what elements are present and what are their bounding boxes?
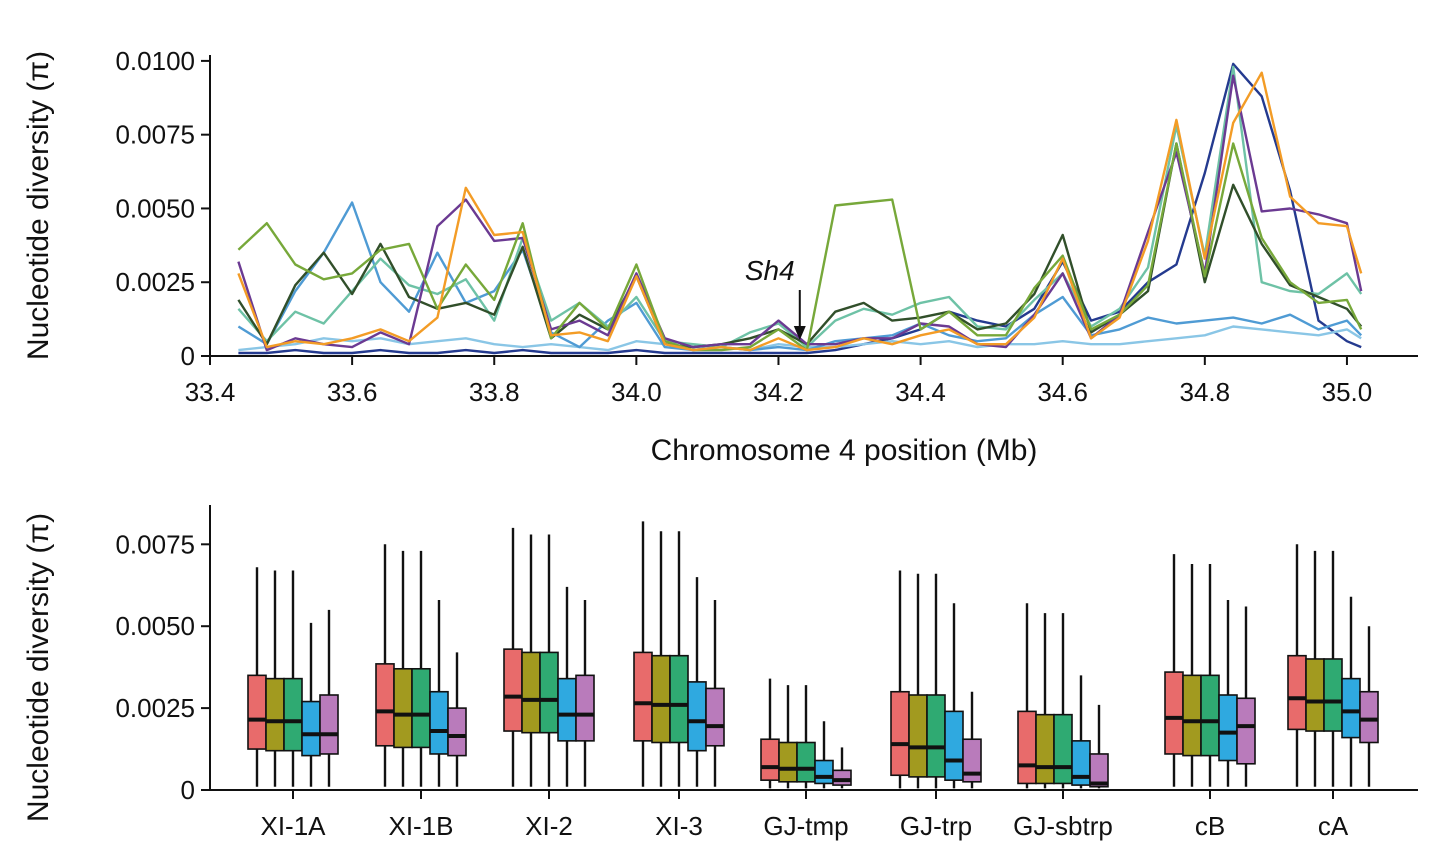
box-iqr: [539, 651, 559, 734]
box-iqr: [375, 663, 395, 747]
box-iqr: [265, 677, 285, 752]
box-iqr: [1182, 674, 1202, 757]
box-iqr: [301, 700, 321, 757]
box-iqr: [1341, 677, 1361, 739]
y-tick-label: 0.0025: [115, 267, 195, 297]
box-iqr: [669, 654, 689, 744]
box-group-GJ-trp: [890, 570, 982, 789]
x-tick-label: 34.6: [1037, 377, 1088, 407]
box-iqr: [1287, 654, 1307, 731]
box-iqr: [1359, 690, 1379, 744]
y-tick-label: 0: [181, 775, 195, 805]
box-group-GJ-tmp: [760, 678, 852, 789]
box-iqr: [429, 690, 449, 755]
box-iqr: [1218, 694, 1238, 762]
y-tick-label: 0.0050: [115, 193, 195, 223]
box-iqr: [575, 674, 595, 742]
box-group-XI-3: [633, 521, 725, 787]
box-iqr: [247, 674, 267, 750]
x-tick-label: XI-3: [655, 811, 703, 841]
x-tick-label: 34.4: [895, 377, 946, 407]
box-iqr: [1200, 674, 1220, 757]
box-iqr: [1017, 710, 1037, 785]
box-iqr: [521, 651, 541, 734]
y-tick-label: 0.0075: [115, 120, 195, 150]
series-lines: [237, 62, 1363, 355]
box-iqr: [319, 694, 339, 755]
boxplot-panel: 0 0.0025 0.0050 0.0075 XI-1A XI-1B XI-2 XI-3 GJ…: [22, 505, 1418, 841]
y-tick-label: 0.0050: [115, 611, 195, 641]
x-tick-label: GJ-tmp: [763, 811, 848, 841]
x-tick-label: 33.8: [469, 377, 520, 407]
box-iqr: [633, 651, 653, 742]
box-iqr: [1089, 753, 1109, 788]
box-iqr: [944, 710, 964, 781]
box-iqr: [814, 759, 834, 785]
x-tick-label: cB: [1195, 811, 1225, 841]
box-iqr: [832, 769, 852, 786]
x-tick-label: XI-1A: [260, 811, 326, 841]
x-tick-label: XI-2: [525, 811, 573, 841]
x-tick-label: XI-1B: [388, 811, 453, 841]
sh4-annotation-label: Sh4: [745, 255, 795, 286]
box-iqr: [1236, 697, 1256, 765]
x-tick-label: 34.2: [753, 377, 804, 407]
x-tick-label: GJ-trp: [900, 811, 972, 841]
line-chart-panel: 0 0.0025 0.0050 0.0075 0.0100 33.4 33.6 33.8 34…: [22, 46, 1418, 467]
box-iqr: [1035, 713, 1055, 785]
y-tick-label: 0.0100: [115, 46, 195, 76]
box-iqr: [687, 681, 707, 752]
box-group-cB: [1164, 554, 1256, 787]
box-iqr: [447, 707, 467, 757]
x-ticks: 33.4 33.6 33.8 34.0 34.2 34.4 34.6 34.8 35.0: [185, 356, 1373, 407]
x-tick-label: cA: [1318, 811, 1349, 841]
box-group-XI-1B: [375, 544, 467, 787]
box-iqr: [1305, 658, 1325, 732]
box-iqr: [411, 667, 431, 749]
y-ticks: 0 0.0025 0.0050 0.0075 0.0100: [115, 46, 210, 371]
box-iqr: [651, 654, 671, 744]
y-axis-title-bottom: Nucleotide diversity (π): [22, 513, 55, 822]
x-tick-label: 34.8: [1180, 377, 1231, 407]
box-iqr: [705, 687, 725, 747]
box-iqr: [283, 677, 303, 752]
series-line-1: [238, 62, 1362, 355]
box-iqr: [760, 738, 780, 781]
x-axis-title: Chromosome 4 position (Mb): [651, 434, 1038, 467]
y-axis-title: Nucleotide diversity (π): [22, 51, 55, 360]
box-iqr: [796, 741, 816, 783]
box-iqr: [557, 677, 577, 742]
box-group-XI-2: [503, 527, 595, 787]
box-iqr: [908, 694, 928, 778]
x-tick-label: 33.4: [185, 377, 236, 407]
box-group-cA: [1287, 544, 1379, 787]
y-ticks-bottom: 0 0.0025 0.0050 0.0075: [115, 529, 210, 805]
box-iqr: [1164, 671, 1184, 755]
box-iqr: [1323, 658, 1343, 732]
x-tick-label: 34.0: [611, 377, 662, 407]
box-iqr: [778, 741, 798, 783]
x-tick-label: 35.0: [1322, 377, 1373, 407]
x-ticks-bottom: XI-1A XI-1B XI-2 XI-3 GJ-tmp GJ-trp GJ-sbtrp cB…: [260, 790, 1349, 841]
box-iqr: [393, 667, 413, 749]
sh4-arrow-head: [793, 326, 806, 340]
box-iqr: [962, 738, 982, 783]
y-tick-label: 0.0075: [115, 529, 195, 559]
box-iqr: [890, 690, 910, 777]
x-tick-label: GJ-sbtrp: [1013, 811, 1113, 841]
box-group-XI-1A: [247, 567, 339, 787]
y-tick-label: 0.0025: [115, 693, 195, 723]
annotation: Sh4: [745, 255, 806, 340]
box-iqr: [1053, 713, 1073, 785]
y-tick-label: 0: [181, 341, 195, 371]
x-tick-label: 33.6: [327, 377, 378, 407]
box-iqr: [503, 648, 523, 732]
series-line-8: [237, 71, 1363, 352]
box-iqr: [926, 694, 946, 778]
box-group-GJ-sbtrp: [1017, 603, 1109, 789]
box-groups: [247, 521, 1379, 789]
